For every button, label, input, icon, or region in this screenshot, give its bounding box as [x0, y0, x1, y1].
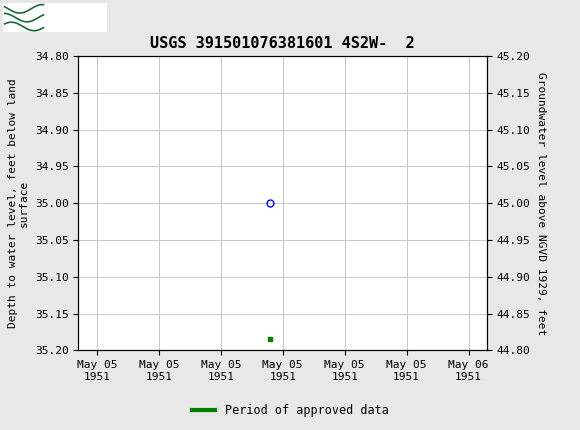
Y-axis label: Groundwater level above NGVD 1929, feet: Groundwater level above NGVD 1929, feet [536, 71, 546, 335]
Legend: Period of approved data: Period of approved data [187, 399, 393, 422]
Text: USGS: USGS [48, 9, 103, 27]
Title: USGS 391501076381601 4S2W-  2: USGS 391501076381601 4S2W- 2 [150, 36, 415, 51]
FancyBboxPatch shape [3, 3, 107, 32]
Y-axis label: Depth to water level, feet below land
surface: Depth to water level, feet below land su… [8, 78, 29, 328]
